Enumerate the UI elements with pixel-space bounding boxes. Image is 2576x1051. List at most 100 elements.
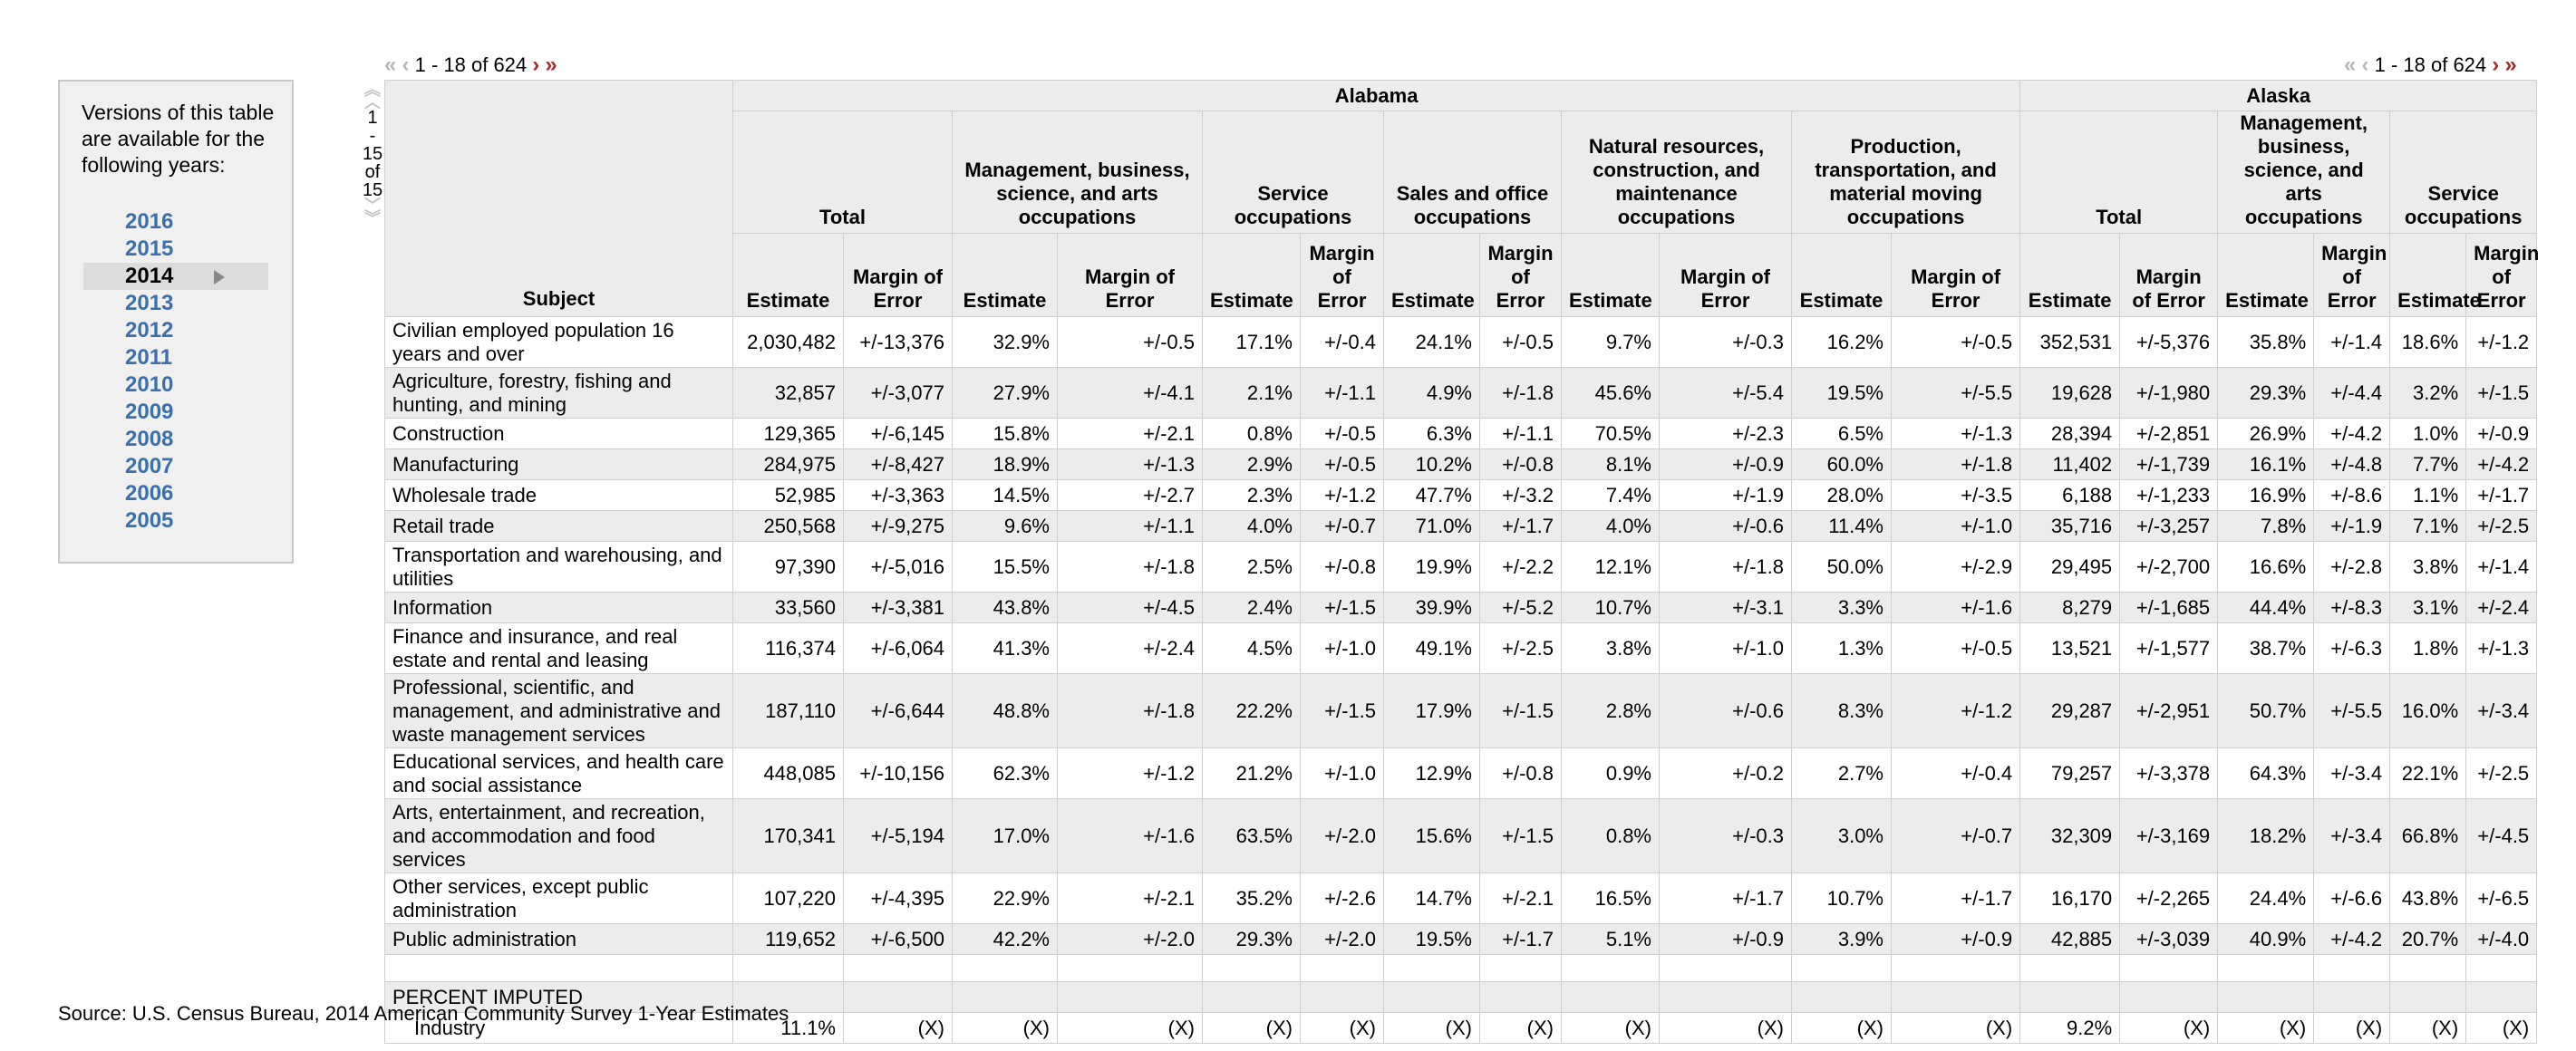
row-label: Civilian employed population 16 years an… — [384, 316, 733, 368]
empty-cell — [1890, 954, 2021, 982]
last-page-icon[interactable]: » — [2504, 53, 2517, 77]
table-row: Finance and insurance, and real estate a… — [384, 622, 2538, 674]
table-cell: +/-4.2 — [2313, 923, 2391, 955]
year-link-2006[interactable]: 2006 — [125, 481, 174, 506]
table-cell: +/-1.0 — [1659, 622, 1792, 674]
table-cell: 10.2% — [1383, 448, 1480, 480]
empty-cell — [732, 981, 844, 1013]
table-cell: 11,402 — [2019, 448, 2121, 480]
table-cell: +/-4.8 — [2313, 448, 2391, 480]
next-rows-icon: ﹀ — [364, 197, 381, 215]
table-cell: 0.8% — [1202, 418, 1301, 449]
spacer-row — [384, 954, 2538, 982]
table-cell: (X) — [2465, 1012, 2538, 1044]
table-cell: 16.6% — [2217, 541, 2315, 593]
table-cell: 3.0% — [1791, 798, 1892, 873]
prev-page-icon: ‹ — [402, 53, 410, 77]
table-cell: 187,110 — [732, 673, 844, 748]
next-page-icon[interactable]: › — [532, 53, 540, 77]
table-row: Educational services, and health care an… — [384, 747, 2538, 799]
table-cell: 39.9% — [1383, 592, 1480, 623]
col-header-margin-of-error: Margin of Error — [2465, 233, 2539, 317]
table-cell: 60.0% — [1791, 448, 1892, 480]
column-pager-left: « ‹ 1 - 18 of 624 › » — [384, 53, 557, 78]
table-cell: 28.0% — [1791, 479, 1892, 511]
next-page-icon[interactable]: › — [2492, 53, 2500, 77]
last-page-icon[interactable]: » — [545, 53, 557, 77]
table-row: Public administration 119,652 +/-6,500 42.2… — [384, 923, 2538, 955]
table-cell: +/-2.1 — [1057, 418, 1203, 449]
table-cell: (X) — [2389, 1012, 2467, 1044]
table-cell: 15.8% — [952, 418, 1058, 449]
year-link-2013[interactable]: 2013 — [125, 291, 174, 315]
table-cell: 3.3% — [1791, 592, 1892, 623]
imputed-header: PERCENT IMPUTED — [384, 981, 733, 1013]
table-cell: 8.3% — [1791, 673, 1892, 748]
year-link-2007[interactable]: 2007 — [125, 454, 174, 478]
table-cell: +/-1.8 — [1479, 367, 1562, 419]
empty-cell — [2119, 981, 2219, 1013]
year-link-2016[interactable]: 2016 — [125, 209, 174, 234]
table-cell: +/-0.4 — [1300, 316, 1384, 368]
year-link-2011[interactable]: 2011 — [125, 345, 173, 370]
col-header-estimate: Estimate — [2389, 233, 2481, 317]
table-cell: 63.5% — [1202, 798, 1301, 873]
table-cell: +/-0.6 — [1659, 510, 1792, 542]
table-cell: +/-1.2 — [2465, 316, 2538, 368]
table-cell: +/-8.6 — [2313, 479, 2391, 511]
table-row: Information 33,560 +/-3,381 43.8% +/-4.5 2.4%… — [384, 592, 2538, 623]
table-cell: +/-0.6 — [1659, 673, 1792, 748]
table-cell: 3.8% — [1561, 622, 1660, 674]
table-cell: 29,495 — [2019, 541, 2121, 593]
table-cell: +/-3,077 — [843, 367, 953, 419]
table-cell: +/-1.7 — [2465, 479, 2538, 511]
table-cell: (X) — [1479, 1012, 1562, 1044]
table-cell: 284,975 — [732, 448, 844, 480]
empty-cell — [843, 981, 953, 1013]
first-page-icon: « — [384, 53, 397, 77]
table-cell: 6.3% — [1383, 418, 1480, 449]
table-cell: +/-2.6 — [1300, 873, 1384, 924]
table-cell: +/-0.5 — [1479, 316, 1562, 368]
year-link-2015[interactable]: 2015 — [125, 236, 174, 261]
pager-range: 1 - 18 of 624 — [414, 53, 528, 76]
table-cell: 3.2% — [2389, 367, 2467, 419]
table-cell: +/-3.1 — [1659, 592, 1792, 623]
row-label: Manufacturing — [384, 448, 733, 480]
table-cell: 10.7% — [1561, 592, 1660, 623]
table-cell: +/-5.5 — [2313, 673, 2391, 748]
table-cell: 35.8% — [2217, 316, 2315, 368]
table-cell: +/-1.4 — [2313, 316, 2391, 368]
year-link-2009[interactable]: 2009 — [125, 400, 174, 424]
empty-cell — [952, 954, 1058, 982]
table-cell: 2.1% — [1202, 367, 1301, 419]
table-cell: +/-5.2 — [1479, 592, 1562, 623]
table-cell: 27.9% — [952, 367, 1058, 419]
table-cell: +/-1.2 — [1890, 673, 2021, 748]
table-cell: 9.7% — [1561, 316, 1660, 368]
year-link-2005[interactable]: 2005 — [125, 508, 174, 533]
year-link-2012[interactable]: 2012 — [125, 318, 174, 342]
table-cell: 17.9% — [1383, 673, 1480, 748]
table-cell: +/-0.8 — [1479, 747, 1562, 799]
table-row: Manufacturing 284,975 +/-8,427 18.9% +/-1.3 2… — [384, 448, 2538, 480]
table-cell: 107,220 — [732, 873, 844, 924]
table-cell: +/-1.3 — [2465, 622, 2538, 674]
table-cell: +/-0.9 — [1659, 448, 1792, 480]
year-link-2008[interactable]: 2008 — [125, 427, 174, 451]
row-label: Finance and insurance, and real estate a… — [384, 622, 733, 674]
table-cell: 48.8% — [952, 673, 1058, 748]
table-cell: 19.5% — [1383, 923, 1480, 955]
year-link-2010[interactable]: 2010 — [125, 372, 174, 397]
table-cell: +/-3.4 — [2313, 798, 2391, 873]
table-cell: +/-0.2 — [1659, 747, 1792, 799]
empty-cell — [1383, 981, 1480, 1013]
table-cell: +/-1.8 — [1057, 673, 1203, 748]
table-cell: +/-4.1 — [1057, 367, 1203, 419]
table-cell: +/-4.0 — [2465, 923, 2538, 955]
table-cell: 13,521 — [2019, 622, 2121, 674]
group-header: Sales and office occupations — [1383, 111, 1562, 234]
table-cell: 18.2% — [2217, 798, 2315, 873]
table-cell: +/-5.4 — [1659, 367, 1792, 419]
table-cell: +/-6,644 — [843, 673, 953, 748]
